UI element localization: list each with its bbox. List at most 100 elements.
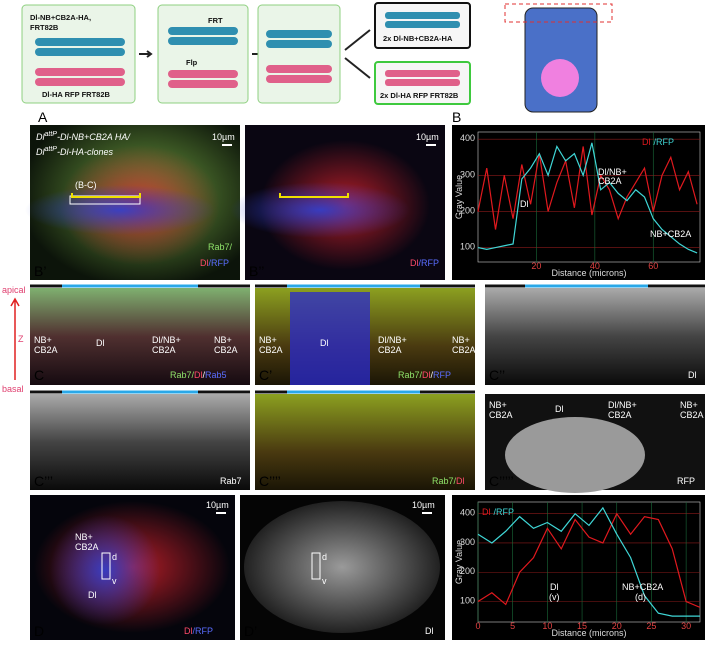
channel: Dl [200,258,209,268]
channel: Rab7/Dl [432,476,465,486]
x-tick-label: 5 [510,621,515,631]
y-axis-label: Gray Value [454,175,464,219]
micrograph [485,288,705,385]
genotype: DlattP-Dl-NB+CB2A HA/ [36,131,131,142]
annotation: NB+CB2A [650,229,691,239]
y-axis-label: Gray Value [454,540,464,584]
arrow [344,29,371,79]
panel-label: D [34,623,44,639]
channel: / [431,370,434,380]
x-tick-label: 30 [681,621,691,631]
scale-bar: 10µm [416,132,439,142]
micrograph [30,288,250,385]
channel: RFP [433,370,451,380]
channel: Dl [456,476,465,486]
panel-label: B’ [34,263,46,279]
x-tick-label: 10 [542,621,552,631]
channel: / [203,370,206,380]
region: CB2A [378,345,402,355]
chromosome [35,68,125,76]
channel: Rab5 [205,370,227,380]
data-line [477,506,700,617]
ventral: v [322,576,327,586]
y-tick-label: 400 [460,133,475,143]
genotype-part: Dl [36,147,45,157]
annotation: (v) [549,592,560,602]
chromosome [266,40,332,48]
chromosome [266,75,332,83]
micrograph [255,394,475,490]
annotation: NB+CB2A [622,582,663,592]
scale-bar: 10µm [412,500,435,510]
recipient: Dl-HA RFP FRT82B [42,90,111,99]
channel: Dl/RFP [184,626,213,636]
genotype-part: -Dl-HA-clones [57,147,114,157]
region: Dl/NB+ [378,335,407,345]
channel: Rab7/ [170,370,195,380]
region: CB2A [452,345,476,355]
channel: Dl [194,370,203,380]
y-tick-label: 300 [460,537,475,547]
y-tick-label: 100 [460,242,475,252]
chromosome [35,78,125,86]
annotation: Dl/NB+ [598,167,627,177]
annotation: CB2A [598,176,622,186]
region: CB2A [34,345,58,355]
region: NB+ [214,335,232,345]
x-tick-label: 40 [590,261,600,271]
panel-label: A [38,109,48,125]
basal: basal [2,384,24,394]
data-line [477,512,701,608]
legend-entry: /RFP [494,507,515,517]
panel-label: D’ [244,623,257,639]
channel: /RFP [209,258,230,268]
chromosome [385,79,460,86]
region: NB+ [34,335,52,345]
channel: Dl [184,626,193,636]
region: NB+ [452,335,470,345]
plot-background [452,125,705,280]
region: CB2A [489,410,513,420]
line-roi [279,193,349,198]
panel-label: C’’ [489,367,505,383]
apical: apical [2,285,26,295]
genotype-part: attP [45,146,58,153]
chromosome [385,12,460,19]
channel: Dl/RFP [410,258,439,268]
y-tick-label: 200 [460,205,475,215]
strips: NB+ CB2A Dl Dl/NB+ CB2A NB+ CB2A Rab7/Dl… [30,284,705,493]
region-bars [30,284,705,394]
region: CB2A [680,410,704,420]
legend-entry: Dl [642,137,651,147]
channel: Dl [688,370,697,380]
panel-label: C’ [259,367,272,383]
channel: Dl [422,370,431,380]
plot-frame [477,131,701,263]
image-d1: 10µm d v Dl D’ [240,495,445,640]
scale [216,512,226,514]
result: 2x Dl-HA RFP FRT82B [380,91,459,100]
chromosome [385,21,460,28]
scale [426,144,436,146]
ventral: v [112,576,117,586]
arrow [139,50,153,58]
panel-label: C’’’’’ [489,473,514,489]
y-tick-label: 100 [460,596,475,606]
region: CB2A [214,345,238,355]
region: NB+ [75,532,93,542]
signal [244,501,440,633]
plot-background [452,495,705,640]
x-tick-label: 20 [612,621,622,631]
region: Dl/NB+ [608,400,637,410]
roi [101,552,111,580]
legend-entry: /RFP [654,137,675,147]
channel: Dl [425,626,434,636]
schematic: Dl-NB+CB2A-HA, FRT82B Dl-HA RFP FRT82B F… [21,2,613,113]
genotype-part: -Dl-NB+CB2A HA/ [57,132,131,142]
image-b1: DlattP-Dl-NB+CB2A HA/ DlattP-Dl-HA-clone… [25,125,240,280]
annotation: Dl [550,582,559,592]
x-tick-label: 60 [648,261,658,271]
genotype-part: Dl [36,132,45,142]
region: Dl [96,338,105,348]
arrow [10,297,20,380]
